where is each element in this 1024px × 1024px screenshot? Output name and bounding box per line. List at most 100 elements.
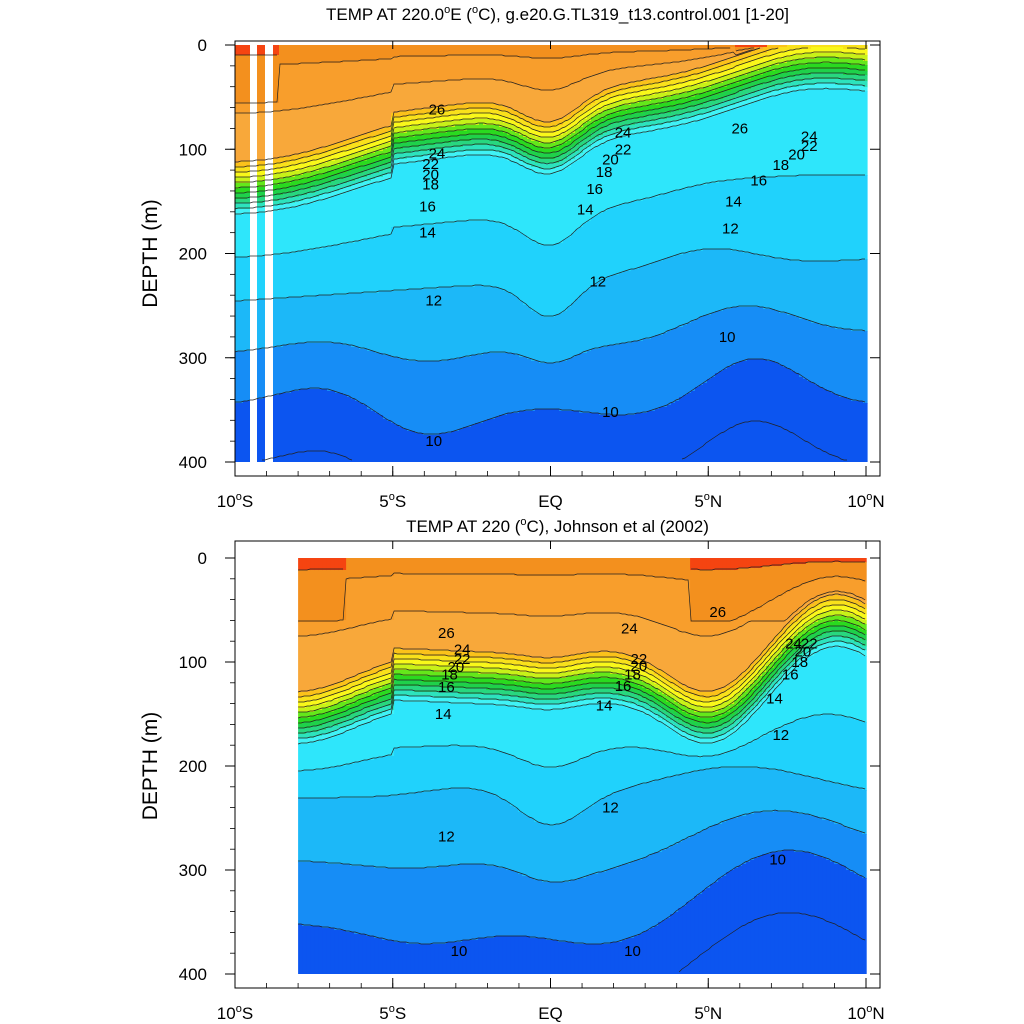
field-cell xyxy=(315,107,320,150)
field-cell xyxy=(638,784,643,861)
field-cell xyxy=(395,227,400,292)
field-cell xyxy=(807,381,812,462)
field-cell xyxy=(595,95,600,100)
field-cell xyxy=(519,411,524,462)
field-cell xyxy=(771,91,776,98)
field-cell xyxy=(354,728,359,763)
field-cell xyxy=(670,558,675,579)
field-cell xyxy=(527,169,532,240)
field-cell xyxy=(475,45,480,56)
field-cell xyxy=(327,193,332,200)
field-cell xyxy=(694,732,699,739)
field-cell xyxy=(426,660,431,667)
field-cell xyxy=(714,824,719,883)
field-cell xyxy=(783,89,788,94)
field-cell xyxy=(679,105,684,110)
field-cell xyxy=(714,722,719,727)
field-cell xyxy=(803,91,808,176)
field-cell xyxy=(243,209,248,214)
field-cell xyxy=(439,127,444,134)
field-cell xyxy=(478,938,483,974)
field-cell xyxy=(751,45,756,48)
field-cell xyxy=(338,702,343,709)
field-cell xyxy=(747,51,752,54)
field-cell xyxy=(366,692,371,697)
field-cell xyxy=(583,353,588,414)
field-cell xyxy=(734,690,739,695)
field-cell xyxy=(751,253,756,308)
field-cell xyxy=(643,95,648,102)
field-cell xyxy=(298,692,303,699)
field-cell xyxy=(307,173,312,178)
field-cell xyxy=(339,153,344,158)
field-cell xyxy=(255,299,260,350)
field-cell xyxy=(347,397,352,462)
field-cell xyxy=(479,109,484,114)
field-cell xyxy=(438,660,443,667)
field-cell xyxy=(743,101,748,106)
field-cell xyxy=(583,55,588,80)
field-cell xyxy=(303,153,308,158)
field-cell xyxy=(531,171,536,242)
field-cell xyxy=(763,45,768,48)
field-cell xyxy=(614,792,619,869)
field-cell xyxy=(430,696,435,703)
field-cell xyxy=(686,734,691,741)
field-cell xyxy=(259,181,264,188)
field-cell xyxy=(462,682,467,689)
field-cell xyxy=(455,109,460,116)
field-cell xyxy=(546,684,551,691)
field-cell xyxy=(610,662,615,669)
field-cell xyxy=(350,932,355,974)
field-cell xyxy=(551,245,556,318)
field-cell xyxy=(618,574,623,615)
field-cell xyxy=(363,139,368,146)
field-cell xyxy=(503,353,508,416)
field-cell xyxy=(498,936,503,974)
field-cell xyxy=(859,65,864,72)
field-cell xyxy=(466,940,471,974)
field-cell xyxy=(739,71,744,76)
field-cell xyxy=(507,109,512,114)
field-cell xyxy=(754,858,759,974)
field-cell xyxy=(322,718,327,725)
field-cell xyxy=(318,688,323,695)
field-cell xyxy=(731,181,736,252)
field-cell xyxy=(735,45,740,48)
field-cell xyxy=(299,201,304,206)
field-cell xyxy=(546,704,551,711)
field-cell xyxy=(642,618,647,663)
field-cell xyxy=(255,177,260,182)
field-cell xyxy=(439,45,444,58)
contour-line xyxy=(235,174,865,258)
field-cell xyxy=(519,139,524,146)
field-cell xyxy=(439,433,444,462)
field-cell xyxy=(339,295,344,344)
field-cell xyxy=(730,870,735,974)
field-cell xyxy=(490,694,495,701)
field-cell xyxy=(506,754,511,803)
field-cell xyxy=(515,117,520,124)
field-cell xyxy=(726,768,731,821)
field-cell xyxy=(346,706,351,711)
field-cell xyxy=(855,45,860,50)
field-cell xyxy=(575,119,580,126)
field-cell xyxy=(539,153,544,160)
field-cell xyxy=(615,415,620,462)
field-cell xyxy=(755,307,760,360)
field-cell xyxy=(710,692,715,697)
field-cell xyxy=(718,634,723,691)
field-cell xyxy=(359,293,364,350)
field-cell xyxy=(358,716,363,721)
field-cell xyxy=(619,343,624,416)
field-cell xyxy=(699,251,704,318)
field-cell xyxy=(747,253,752,308)
field-cell xyxy=(682,906,687,974)
field-cell xyxy=(526,762,531,817)
field-cell xyxy=(570,616,575,657)
field-cell xyxy=(567,359,572,412)
field-cell xyxy=(434,686,439,693)
field-cell xyxy=(407,115,412,122)
field-cell xyxy=(622,558,627,575)
